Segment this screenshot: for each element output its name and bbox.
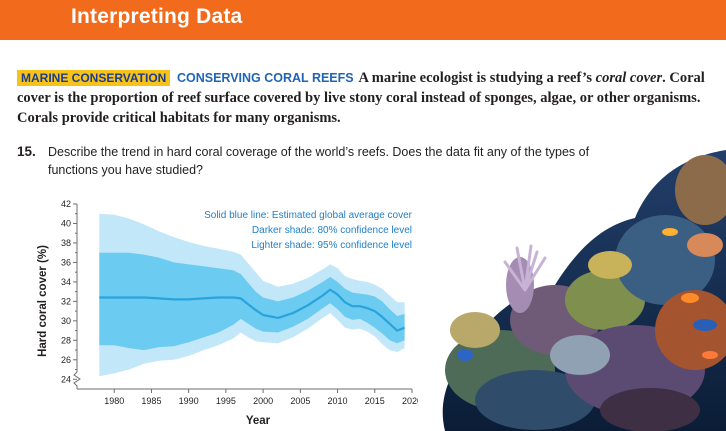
section-title: Interpreting Data bbox=[71, 5, 243, 28]
intro-text-start: A marine ecologist is studying a reef’s bbox=[358, 70, 593, 86]
y-tick-label: 40 bbox=[61, 218, 71, 228]
x-tick-label: 1995 bbox=[216, 396, 236, 406]
y-tick-label: 32 bbox=[61, 296, 71, 306]
exercise-text: Describe the trend in hard coral coverag… bbox=[48, 145, 590, 177]
y-tick-label: 24 bbox=[61, 374, 71, 384]
y-axis-label: Hard coral cover (%) bbox=[37, 245, 49, 357]
y-tick-label: 42 bbox=[61, 199, 71, 209]
y-tick-label: 30 bbox=[61, 316, 71, 326]
y-tick-label: 34 bbox=[61, 277, 71, 287]
intro-text-end: . Coral cover is the proportion of reef … bbox=[17, 70, 705, 126]
plot-area: 24 26 28 30 32 34 36 38 40 42 1980 1985 1990 1995 2000… bbox=[61, 199, 418, 406]
legend-line-3: Lighter shade: 95% confidence level bbox=[251, 240, 412, 251]
y-tick-label: 36 bbox=[61, 257, 71, 267]
intro-paragraph: MARINE CONSERVATION CONSERVING CORAL REE… bbox=[17, 68, 717, 128]
exercise-number: 15. bbox=[17, 144, 36, 159]
coral-reef-photo bbox=[442, 150, 726, 431]
section-header: Interpreting Data bbox=[0, 0, 726, 40]
fish-icon bbox=[702, 351, 718, 359]
x-tick-label: 2010 bbox=[328, 396, 348, 406]
fish-icon bbox=[662, 228, 678, 236]
fish-icon bbox=[457, 349, 473, 361]
topic-heading: CONSERVING CORAL REEFS bbox=[176, 71, 354, 85]
x-tick-label: 2000 bbox=[253, 396, 273, 406]
legend-line-2: Darker shade: 80% confidence level bbox=[252, 225, 412, 236]
x-tick-label: 2020 bbox=[402, 396, 418, 406]
x-tick-label: 1985 bbox=[141, 396, 161, 406]
ci80-band bbox=[99, 252, 405, 351]
y-tick-label: 38 bbox=[61, 238, 71, 248]
mean-line bbox=[99, 288, 405, 332]
x-tick-label: 2015 bbox=[365, 396, 385, 406]
fish-icon bbox=[681, 293, 699, 303]
marine-conservation-tag: MARINE CONSERVATION bbox=[17, 70, 171, 86]
y-tick-label: 28 bbox=[61, 335, 71, 345]
axis-break bbox=[73, 371, 81, 389]
intro-italic-term: coral cover bbox=[595, 70, 663, 86]
x-tick-label: 1980 bbox=[104, 396, 124, 406]
y-tick-label: 26 bbox=[61, 355, 71, 365]
coral-cover-chart: 24 26 28 30 32 34 36 38 40 42 1980 1985 1990 1995 2000… bbox=[37, 199, 418, 427]
x-tick-label: 2005 bbox=[290, 396, 310, 406]
x-axis-label: Year bbox=[246, 415, 271, 427]
x-tick-label: 1990 bbox=[179, 396, 199, 406]
legend-line-1: Solid blue line: Estimated global averag… bbox=[204, 210, 413, 221]
